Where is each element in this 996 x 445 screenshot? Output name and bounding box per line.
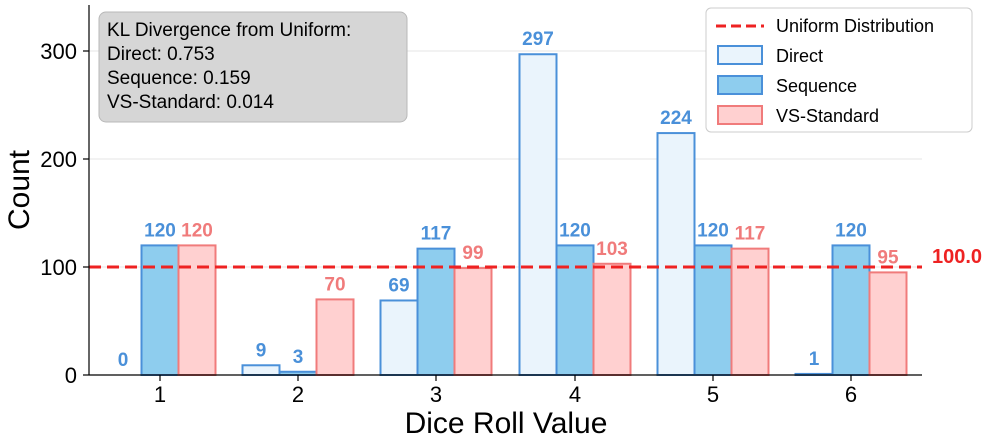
legend-label: Sequence xyxy=(776,76,857,96)
y-tick-label: 100 xyxy=(40,255,77,280)
y-tick-label: 300 xyxy=(40,39,77,64)
data-label: 103 xyxy=(596,239,628,260)
data-label: 120 xyxy=(559,220,591,241)
x-tick-label: 3 xyxy=(430,382,442,407)
x-tick-label: 4 xyxy=(569,382,581,407)
reference-line-group: 100.0 xyxy=(89,246,982,269)
kl-annotation-line: VS-Standard: 0.014 xyxy=(107,92,274,113)
bar-vs-standard xyxy=(730,247,770,376)
legend-swatch xyxy=(717,105,763,125)
bar-sequence xyxy=(140,244,180,376)
legend-swatch xyxy=(717,75,763,95)
data-label: 3 xyxy=(293,347,304,368)
legend-swatch xyxy=(717,45,763,65)
bar-vs-standard xyxy=(868,271,908,376)
legend-label: VS-Standard xyxy=(776,106,879,126)
legend-label: Uniform Distribution xyxy=(776,16,934,36)
x-tick-label: 1 xyxy=(154,382,166,407)
bar-sequence xyxy=(831,244,871,376)
data-label: 120 xyxy=(181,220,213,241)
data-label: 117 xyxy=(421,224,452,245)
legend-label: Direct xyxy=(776,46,823,66)
data-label: 99 xyxy=(462,243,483,264)
kl-annotation-line: Direct: 0.753 xyxy=(107,44,215,65)
legend-box xyxy=(705,7,973,133)
data-label: 120 xyxy=(697,220,729,241)
kl-annotation-box xyxy=(98,11,408,123)
data-label: 117 xyxy=(735,224,766,245)
bar-vs-standard xyxy=(453,267,493,376)
x-axis-label: Dice Roll Value xyxy=(405,407,608,440)
bar-direct xyxy=(518,53,558,377)
x-tick-label: 5 xyxy=(707,382,719,407)
axes: 0 100 200 300 1 2 3 4 5 6 Dice Roll Value Count xyxy=(3,5,922,440)
kl-annotation: KL Divergence from Uniform: Direct: 0.753… xyxy=(98,11,408,123)
y-axis-label: Count xyxy=(3,149,36,230)
x-tick-label: 6 xyxy=(845,382,857,407)
data-label: 224 xyxy=(660,108,692,129)
x-tick-label: 2 xyxy=(292,382,304,407)
data-label: 0 xyxy=(118,350,129,371)
data-label: 95 xyxy=(877,247,899,268)
bar-sequence xyxy=(555,244,595,376)
data-label: 69 xyxy=(388,275,409,296)
y-tick-label: 0 xyxy=(65,363,77,388)
y-tick-label: 200 xyxy=(40,147,77,172)
kl-annotation-line: KL Divergence from Uniform: xyxy=(107,20,351,41)
data-label: 9 xyxy=(256,340,267,361)
bar-vs-standard xyxy=(315,298,355,376)
data-label: 120 xyxy=(144,220,176,241)
kl-annotation-line: Sequence: 0.159 xyxy=(107,68,251,89)
bar-vs-standard xyxy=(177,244,217,376)
bar-direct xyxy=(241,364,281,376)
reference-line-label: 100.0 xyxy=(932,246,982,268)
data-label: 1 xyxy=(809,349,820,370)
bar-direct xyxy=(379,299,419,377)
legend: Uniform Distribution Direct Sequence VS-Sta… xyxy=(705,7,973,133)
bar-vs-standard xyxy=(592,262,632,377)
data-label: 297 xyxy=(522,29,554,50)
bar-sequence xyxy=(693,244,733,376)
data-label: 70 xyxy=(324,274,345,295)
data-label: 120 xyxy=(835,220,867,241)
bar-direct xyxy=(656,132,696,376)
